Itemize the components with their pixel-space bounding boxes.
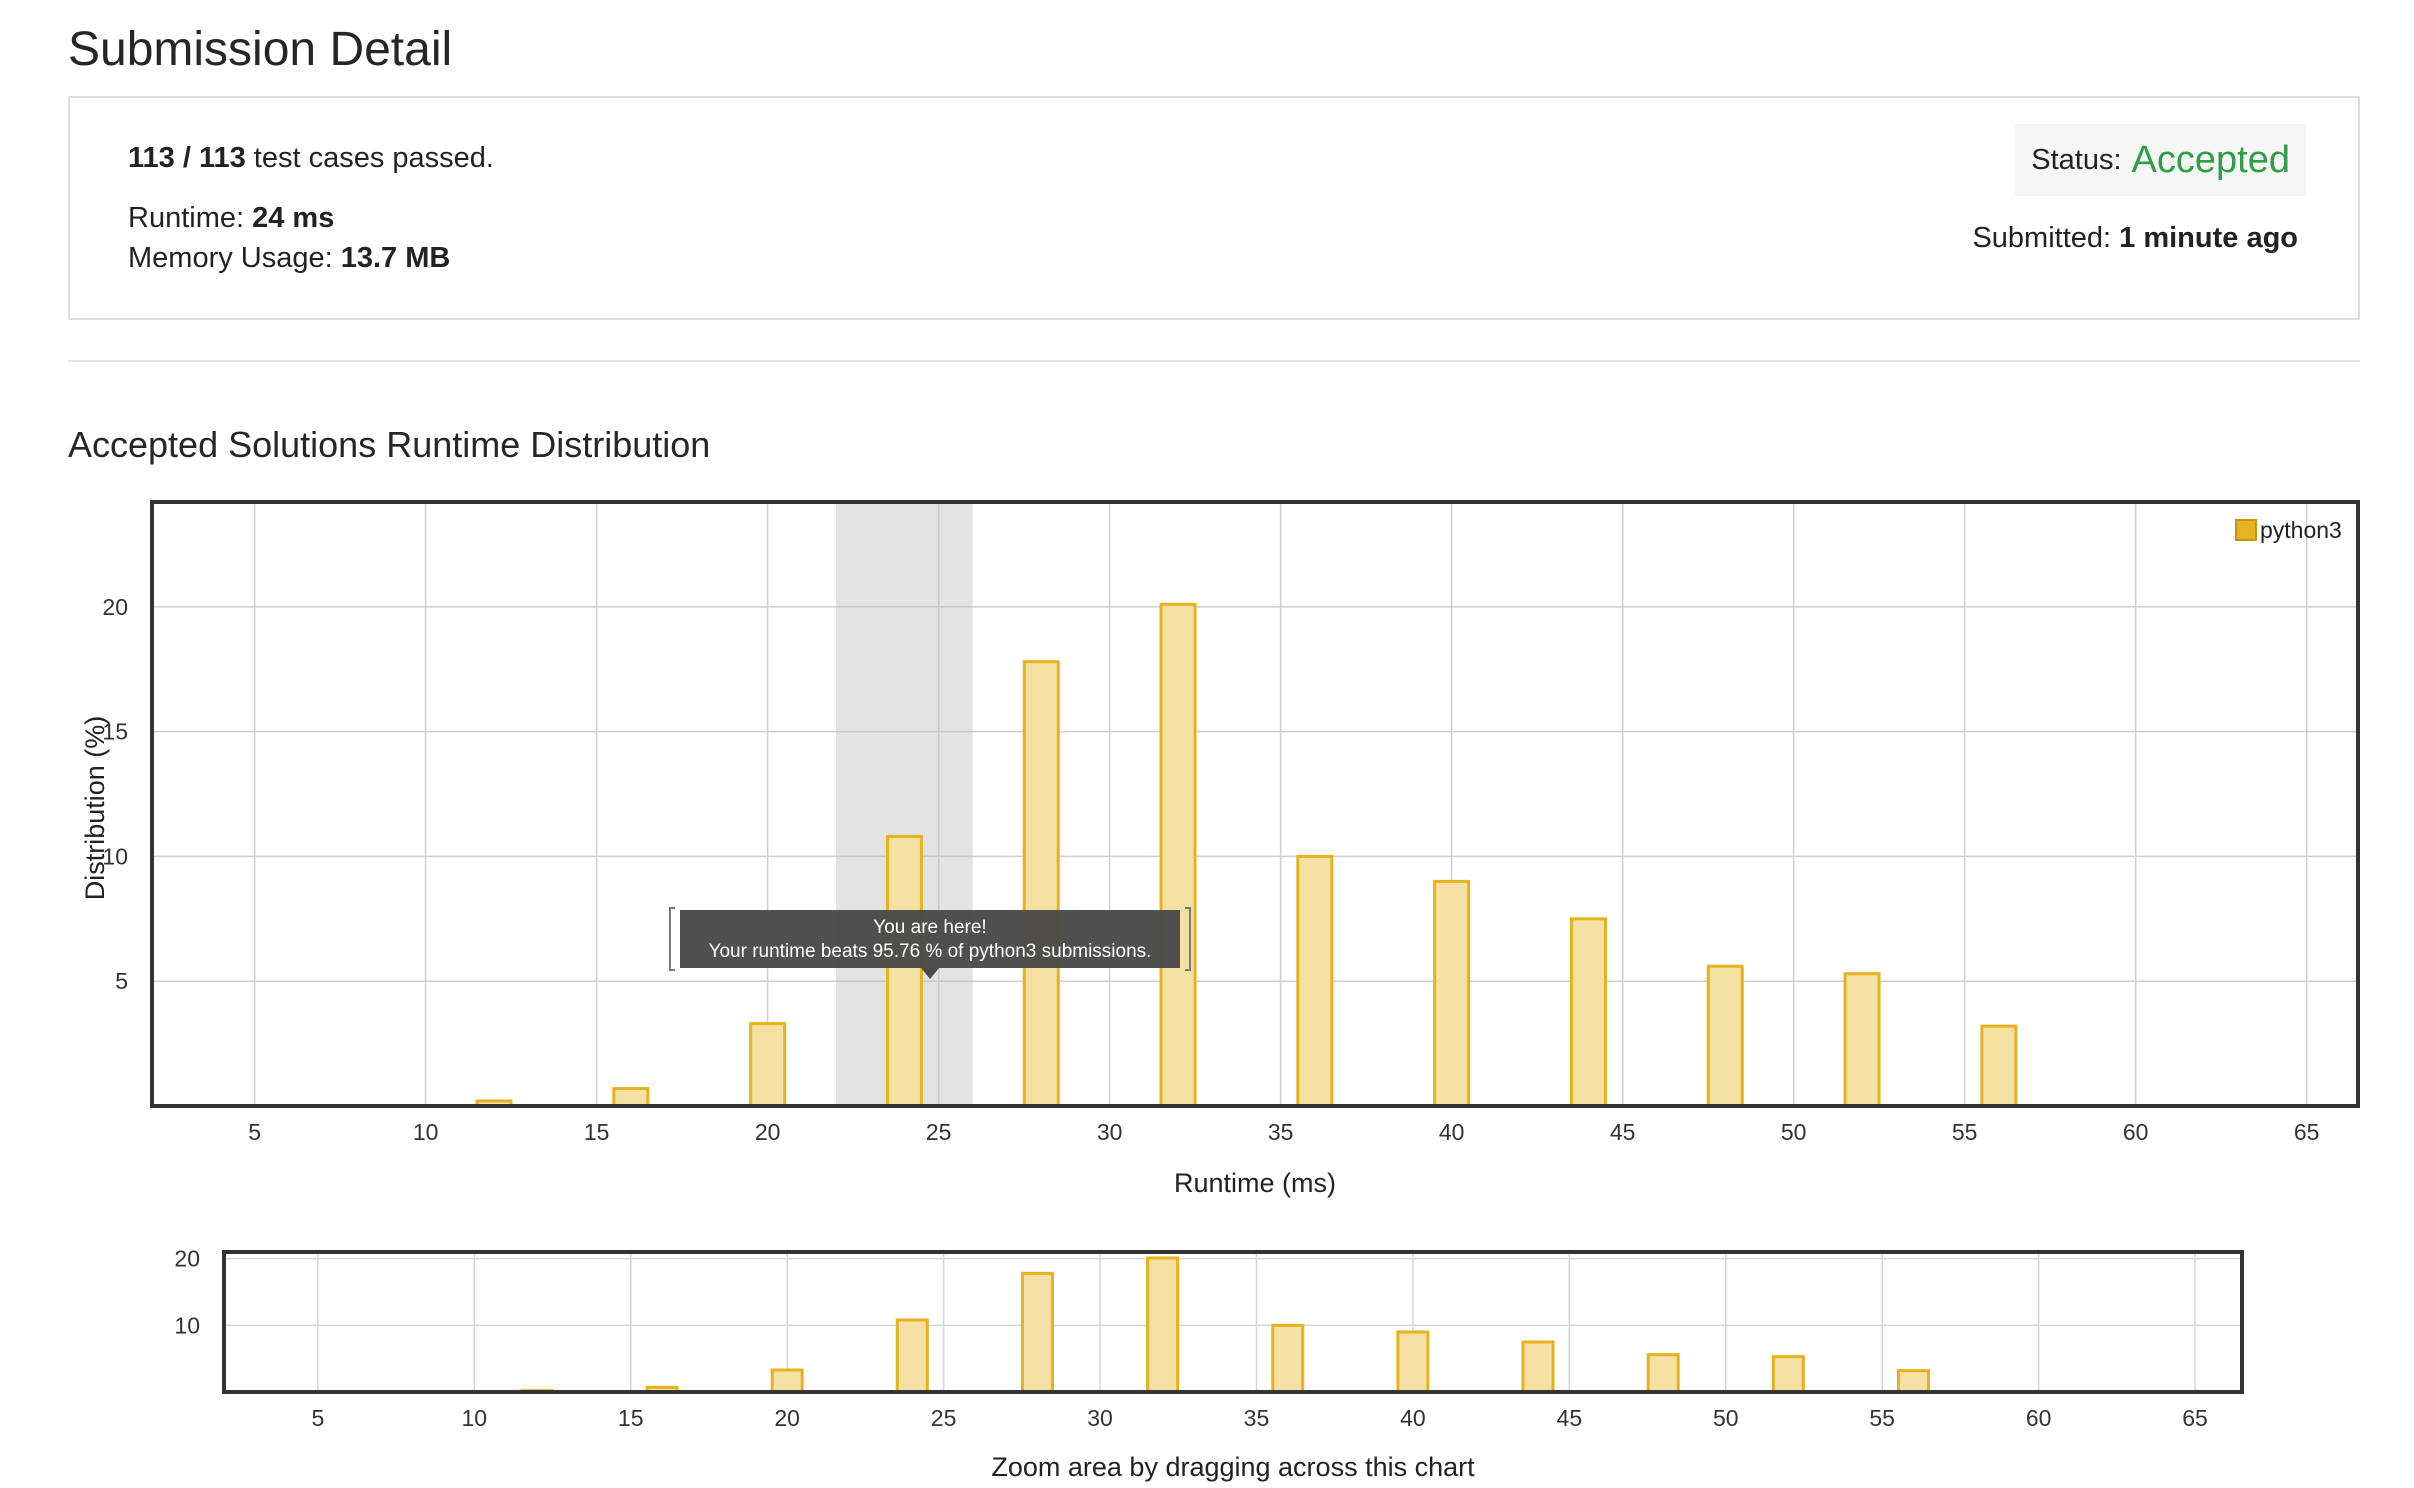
x-tick-label-15: 15 [584,1119,610,1145]
x-tick-label-50: 50 [1713,1405,1739,1431]
y-tick-label-10: 10 [174,1312,200,1338]
navigator-grid [224,1252,2242,1392]
tooltip-line-2: Your runtime beats 95.76 % of python3 su… [709,941,1152,962]
y-tick-label-5: 5 [115,968,128,994]
section-title: Accepted Solutions Runtime Distribution [68,424,711,465]
navigator-bar-56ms [1896,1369,1930,1394]
chart-legend[interactable]: python3 [2235,517,2342,543]
tooltip-bracket-left [669,907,675,971]
runtime-distribution-chart[interactable]: 5 10 15 20 25 30 35 40 45 50 55 60 65 5 10 15 20 Runtim… [0,480,2414,1200]
navigator-bar-40ms [1396,1330,1430,1394]
plot-area-frame [150,500,2360,1108]
x-tick-label-25: 25 [926,1119,952,1145]
tooltip-pointer [921,968,939,979]
navigator-bar-series [520,1256,1930,1394]
status-badge: Status: Accepted [2015,124,2306,196]
bar-40ms [1433,879,1471,1108]
x-tick-label-65: 65 [2294,1119,2320,1145]
bar-series-python3[interactable] [475,602,2018,1108]
memory-line: Memory Usage: 13.7 MB [128,242,450,275]
x-tick-label-10: 10 [413,1119,439,1145]
x-tick-label-35: 35 [1268,1119,1294,1145]
bar-48ms [1706,964,1744,1108]
bar-20ms [749,1022,787,1108]
y-tick-label-20: 20 [102,594,128,620]
x-tick-label-55: 55 [1952,1119,1978,1145]
navigator-x-ticks: 5 10 15 20 25 30 35 40 45 50 55 60 65 [311,1405,2207,1431]
tooltip-bracket-right [1185,907,1191,971]
runtime-line: Runtime: 24 ms [128,202,334,235]
x-tick-label-35: 35 [1244,1405,1270,1431]
x-tick-label-65: 65 [2182,1405,2208,1431]
navigator-bar-36ms [1271,1323,1305,1394]
y-tick-label-15: 15 [102,719,128,745]
test-cases-count: 113 / 113 [128,142,246,174]
x-tick-label-60: 60 [2123,1119,2149,1145]
x-tick-label-25: 25 [931,1405,957,1431]
navigator-bar-32ms [1146,1256,1180,1394]
navigator-bar-44ms [1521,1340,1555,1394]
legend-label-python3[interactable]: python3 [2260,517,2342,543]
x-tick-label-55: 55 [1869,1405,1895,1431]
x-axis-ticks: 5 10 15 20 25 30 35 40 45 50 55 60 65 [248,1119,2319,1145]
x-tick-label-45: 45 [1557,1405,1583,1431]
x-tick-label-5: 5 [248,1119,261,1145]
navigator-y-ticks: 10 20 [174,1246,200,1339]
runtime-tooltip: You are here! Your runtime beats 95.76 %… [669,907,1191,979]
status-value: Accepted [2131,138,2290,181]
zoom-hint-caption: Zoom area by dragging across this chart [991,1452,1475,1482]
submission-summary-panel: 113 / 113 test cases passed. Runtime: 24… [68,96,2360,320]
x-tick-label-30: 30 [1097,1119,1123,1145]
y-axis-ticks: 5 10 15 20 [102,594,128,994]
x-axis-label: Runtime (ms) [1174,1168,1336,1198]
x-tick-label-45: 45 [1610,1119,1636,1145]
bar-52ms [1843,972,1881,1108]
y-tick-label-10: 10 [102,843,128,869]
bar-44ms [1569,917,1607,1108]
x-tick-label-40: 40 [1439,1119,1465,1145]
section-divider [68,360,2360,362]
submitted-line: Submitted: 1 minute ago [1972,222,2298,255]
submitted-value: 1 minute ago [2119,222,2298,254]
zoom-navigator-chart[interactable]: 5 10 15 20 25 30 35 40 45 50 55 60 65 10 20 Zoom area… [0,1230,2414,1488]
submitted-label: Submitted: [1972,222,2120,254]
x-tick-label-10: 10 [461,1405,487,1431]
x-tick-label-60: 60 [2026,1405,2052,1431]
runtime-value: 24 ms [252,202,335,234]
tooltip-line-1: You are here! [873,917,986,938]
x-tick-label-40: 40 [1400,1405,1426,1431]
x-tick-label-50: 50 [1781,1119,1807,1145]
test-cases-line: 113 / 113 test cases passed. [128,142,494,175]
page-title: Submission Detail [68,23,453,76]
x-tick-label-5: 5 [311,1405,324,1431]
navigator-bar-52ms [1771,1355,1805,1394]
bar-36ms [1296,854,1334,1108]
runtime-label: Runtime: [128,202,253,234]
status-label: Status: [2031,143,2122,176]
test-cases-text: test cases passed. [245,142,494,174]
tooltip-background [680,910,1180,968]
x-tick-label-15: 15 [618,1405,644,1431]
bar-32ms [1159,602,1197,1108]
memory-value: 13.7 MB [340,242,451,274]
navigator-bar-48ms [1646,1353,1680,1394]
x-tick-label-30: 30 [1087,1405,1113,1431]
navigator-bar-24ms [895,1318,929,1394]
x-tick-label-20: 20 [755,1119,781,1145]
navigator-bar-28ms [1020,1271,1054,1394]
y-tick-label-20: 20 [174,1246,200,1272]
bar-16ms [612,1087,650,1108]
memory-label: Memory Usage: [128,242,341,274]
navigator-frame[interactable] [222,1250,2244,1394]
y-axis-label: Distribution (%) [80,716,110,901]
chart-grid [152,502,2358,1106]
navigator-bar-20ms [770,1368,804,1394]
bar-56ms [1980,1024,2018,1108]
bar-24ms [885,834,923,1108]
bar-28ms [1022,660,1060,1108]
x-tick-label-20: 20 [774,1405,800,1431]
legend-swatch-python3[interactable] [2235,519,2257,541]
